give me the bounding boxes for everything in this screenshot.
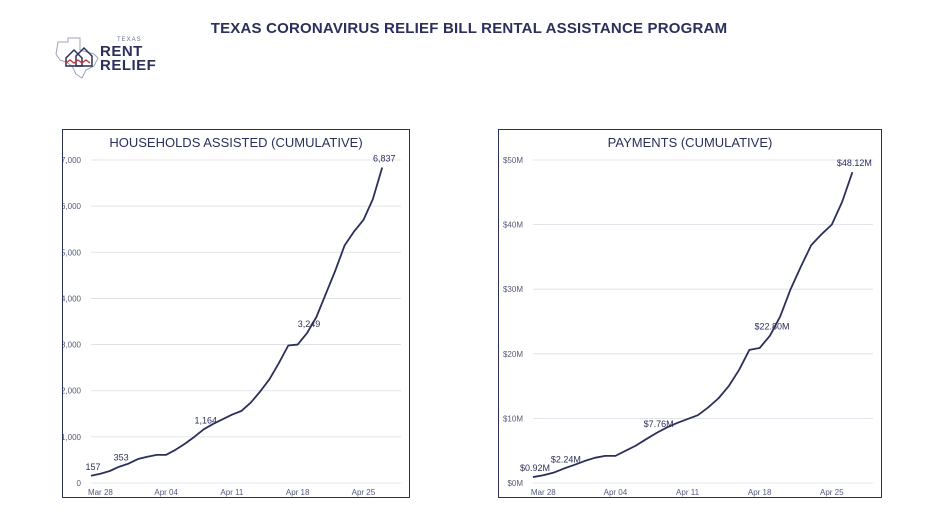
households-x-tick-label: Apr 11 [220, 488, 244, 497]
payments-data-label: $0.92M [520, 463, 550, 473]
payments-chart-panel: PAYMENTS (CUMULATIVE) $0M $10M $20M $30M $40… [498, 129, 882, 498]
households-chart: 0 1,000 2,000 3,000 4,000 5,000 6,000 7,000 Mar … [63, 154, 401, 497]
households-y-tick-label: 6,000 [63, 202, 82, 211]
households-y-tick-label: 0 [77, 479, 82, 488]
households-data-label: 157 [85, 462, 100, 472]
households-data-label: 353 [114, 453, 129, 463]
logo-rent-text: RENT [100, 43, 143, 60]
households-y-tick-label: 4,000 [63, 294, 82, 303]
households-y-tick-label: 5,000 [63, 248, 82, 257]
households-x-tick-label: Apr 04 [154, 488, 178, 497]
payments-y-tick-label: $0M [507, 479, 523, 488]
households-chart-title: HOUSEHOLDS ASSISTED (CUMULATIVE) [109, 135, 363, 150]
page-title: TEXAS CORONAVIRUS RELIEF BILL RENTAL ASS… [210, 20, 728, 37]
households-series-line [90, 167, 384, 477]
payments-chart: $0M $10M $20M $30M $40M $50M Mar 28 Apr 04 Apr 1… [503, 156, 873, 497]
texas-house-icon [55, 37, 99, 79]
rent-relief-logo: TEXAS RENT RELIEF [54, 36, 164, 82]
households-y-tick-label: 1,000 [63, 433, 82, 442]
households-y-tick-label: 7,000 [63, 156, 82, 165]
households-x-tick-label: Apr 18 [286, 488, 310, 497]
payments-x-tick-label: Apr 18 [748, 488, 772, 497]
households-y-tick-label: 3,000 [63, 341, 82, 350]
payments-y-tick-label: $50M [503, 156, 523, 165]
households-data-label: 6,837 [373, 154, 396, 164]
payments-y-tick-label: $20M [503, 350, 523, 359]
households-y-tick-label: 2,000 [63, 387, 82, 396]
logo-relief-text: RELIEF [100, 57, 157, 74]
households-chart-panel: HOUSEHOLDS ASSISTED (CUMULATIVE) 0 1,000 2… [62, 129, 410, 498]
payments-data-label: $7.76M [644, 419, 674, 429]
payments-x-tick-label: Mar 28 [531, 488, 556, 497]
payments-data-label: $2.24M [551, 455, 581, 465]
payments-x-tick-label: Apr 04 [604, 488, 628, 497]
payments-y-tick-label: $30M [503, 285, 523, 294]
households-x-tick-label: Mar 28 [88, 488, 113, 497]
payments-data-label: $48.12M [837, 158, 872, 168]
logo-texas-text: TEXAS [117, 37, 142, 43]
payments-series-line [532, 171, 854, 478]
payments-y-tick-label: $40M [503, 221, 523, 230]
households-data-label: 1,164 [194, 415, 217, 425]
payments-y-tick-label: $10M [503, 414, 523, 423]
payments-chart-title: PAYMENTS (CUMULATIVE) [607, 135, 773, 150]
households-x-tick-label: Apr 25 [352, 488, 376, 497]
payments-data-label: $22.80M [754, 322, 789, 332]
payments-x-tick-label: Apr 25 [820, 488, 844, 497]
payments-x-tick-label: Apr 11 [676, 488, 700, 497]
households-data-label: 3,249 [298, 319, 321, 329]
